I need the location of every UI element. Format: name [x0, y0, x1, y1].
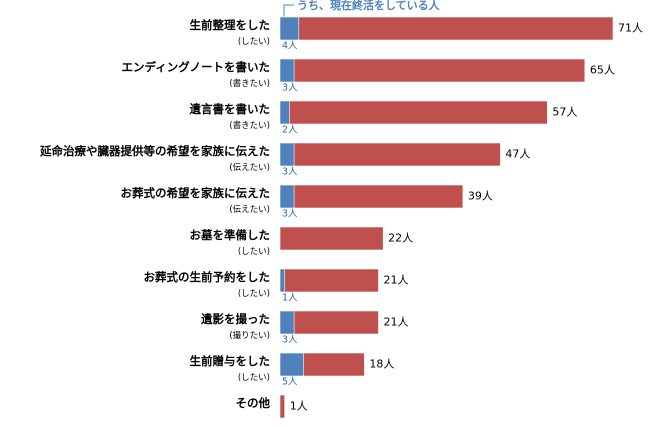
bar: [279, 268, 285, 293]
value-label: 2人: [282, 125, 298, 136]
value-label: 65人: [590, 64, 615, 77]
category-label: 遺影を撮った: [200, 312, 270, 326]
legend-pointer: [283, 4, 294, 19]
category-sublabel: (伝えたい): [229, 204, 270, 215]
value-label: 47人: [505, 148, 530, 161]
value-label: 3人: [282, 209, 298, 220]
category-label: 延命治療や臓器提供等の希望を家族に伝えた: [39, 144, 270, 158]
category-label: お墓を準備した: [190, 228, 271, 242]
bar: [279, 142, 295, 167]
value-label: 39人: [468, 190, 493, 203]
value-label: 4人: [282, 41, 298, 52]
category-sublabel: (伝えたい): [229, 162, 270, 173]
value-label: 57人: [552, 106, 577, 119]
category-sublabel: (したい): [238, 37, 270, 47]
category-sublabel: (したい): [238, 289, 270, 299]
bar: [279, 16, 614, 41]
category-sublabel: (書きたい): [229, 78, 270, 89]
bar: [279, 184, 295, 209]
bar: [279, 100, 548, 125]
value-label: 18人: [369, 358, 394, 371]
bar: [279, 394, 285, 419]
bar: [279, 100, 290, 125]
bar: [279, 310, 295, 335]
category-sublabel: (したい): [238, 373, 270, 383]
bar: [279, 58, 295, 83]
category-label: お葬式の希望を家族に伝えた: [121, 186, 271, 200]
category-label: お葬式の生前予約をした: [144, 270, 271, 284]
category-sublabel: (したい): [238, 247, 270, 257]
bar: [279, 58, 586, 83]
value-label: 22人: [388, 232, 413, 245]
value-label: 3人: [282, 83, 298, 94]
value-label: 21人: [383, 274, 408, 287]
category-sublabel: (書きたい): [229, 120, 270, 131]
category-label: その他: [236, 396, 271, 410]
value-label: 71人: [618, 22, 643, 35]
value-label: 1人: [290, 400, 308, 413]
value-label: 5人: [282, 377, 298, 388]
value-label: 21人: [383, 316, 408, 329]
bar: [279, 16, 300, 41]
legend-label: うち、現在終活をしている人: [297, 0, 441, 12]
bar: [279, 226, 384, 251]
value-label: 1人: [282, 293, 298, 304]
value-label: 3人: [282, 335, 298, 346]
bar: [279, 142, 501, 167]
category-sublabel: (撮りたい): [229, 330, 270, 341]
category-label: 生前贈与をした: [190, 354, 271, 368]
bar: [279, 184, 464, 209]
category-label: 遺言書を書いた: [189, 102, 271, 116]
bar: [279, 268, 379, 293]
value-label: 3人: [282, 167, 298, 178]
category-label: エンディングノートを書いた: [122, 60, 270, 74]
bar: [279, 352, 304, 377]
bar: [279, 310, 379, 335]
category-label: 生前整理をした: [190, 18, 271, 32]
